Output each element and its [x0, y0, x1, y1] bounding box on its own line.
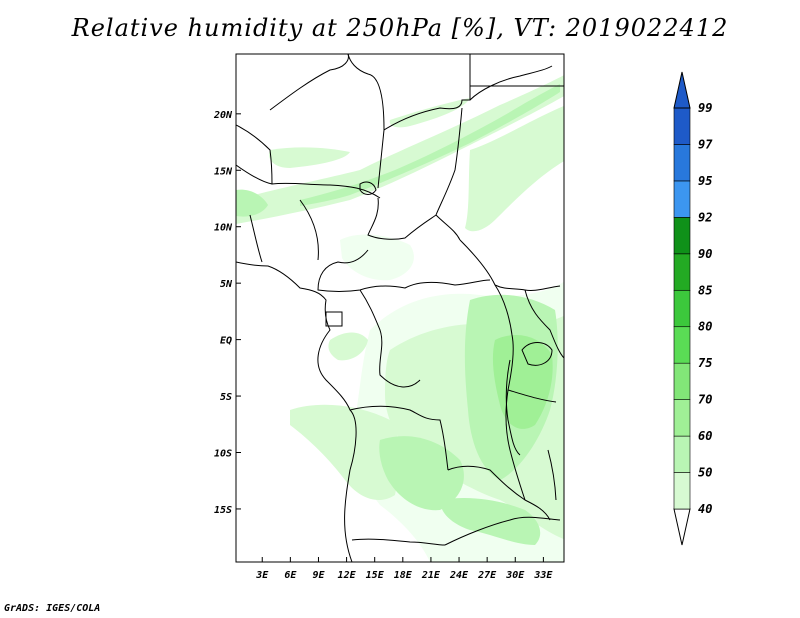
- x-tick-label: 6E: [284, 570, 297, 581]
- humidity-patch-west: [236, 189, 268, 217]
- colorbar-label: 90: [698, 247, 712, 261]
- humidity-patch-congo: [328, 332, 368, 361]
- colorbar-label: 80: [698, 320, 712, 334]
- x-tick-label: 18E: [394, 570, 413, 581]
- map-frame: [235, 53, 565, 563]
- colorbar-label: 97: [698, 137, 713, 151]
- colorbar-label: 50: [698, 466, 712, 480]
- colorbar-label: 95: [698, 174, 712, 188]
- x-tick-label: 33E: [533, 570, 553, 581]
- border-chad-east: [435, 107, 463, 241]
- colorbar-box: [673, 144, 691, 182]
- y-tick-label: 20N: [213, 110, 233, 121]
- border-chad-sudan: [383, 54, 471, 131]
- lake-tanganyika: [505, 359, 521, 456]
- border-algeria-niger: [236, 124, 273, 185]
- colorbar-max-arrow: [673, 71, 691, 109]
- border-nigeria: [299, 199, 319, 261]
- x-tick-label: 21E: [421, 570, 441, 581]
- y-tick-label: 15S: [214, 505, 232, 516]
- country-borders: [236, 54, 564, 562]
- colorbar-box: [673, 217, 691, 255]
- colorbar-box: [673, 472, 691, 510]
- colorbar-box: [673, 107, 691, 145]
- colorbar-label: 99: [698, 101, 712, 115]
- humidity-band-upper: [389, 98, 470, 128]
- colorbar-box: [673, 399, 691, 437]
- humidity-patch-cameroon: [340, 234, 414, 281]
- x-tick-label: 27E: [477, 570, 497, 581]
- y-tick-label: 10N: [214, 223, 233, 234]
- humidity-patch-northwest: [269, 147, 350, 168]
- border-angola-namibia: [351, 538, 446, 546]
- colorbar: 40 50 60 70 75 80 85 90 92 95 97 99: [673, 71, 713, 546]
- lake-chad: [359, 181, 377, 195]
- x-tick-label: 3E: [255, 570, 269, 581]
- border-north: [269, 54, 349, 111]
- humidity-band-north-inner: [300, 84, 560, 206]
- y-tick-label: 5N: [220, 279, 233, 290]
- colorbar-label: 75: [698, 356, 712, 370]
- border-zambia-south: [444, 516, 561, 546]
- colorbar-box: [673, 362, 691, 400]
- y-tick-label: EQ: [220, 336, 232, 347]
- humidity-band-northeast: [465, 105, 564, 232]
- border-drc-west: [359, 289, 421, 388]
- border-angola-drc: [349, 405, 449, 471]
- coastline-west-africa: [236, 261, 357, 562]
- humidity-region-south: [379, 436, 464, 511]
- colorbar-box: [673, 289, 691, 328]
- lake-victoria: [521, 342, 553, 366]
- border-east-africa: [524, 289, 564, 359]
- map-title: Relative humidity at 250hPa [%], VT: 201…: [71, 14, 729, 42]
- humidity-region-south-band: [440, 498, 541, 545]
- colorbar-min-arrow: [673, 508, 691, 546]
- border-libya-chad: [347, 54, 385, 189]
- y-tick-label: 5S: [220, 392, 232, 403]
- border-zambia: [447, 465, 551, 521]
- colorbar-box: [673, 435, 691, 473]
- x-tick-label: 12E: [338, 570, 357, 581]
- colorbar-box: [673, 326, 691, 364]
- colorbar-label: 92: [698, 210, 712, 224]
- y-axis: 20N 15N 10N 5N EQ 5S 10S 15S: [213, 110, 241, 516]
- border-car: [367, 197, 437, 240]
- colorbar-label: 85: [698, 283, 712, 297]
- border-niger-chad: [236, 164, 381, 199]
- border-sudan-south: [459, 239, 561, 291]
- humidity-region-east-core: [492, 335, 553, 429]
- humidity-field: [236, 75, 564, 562]
- lake-malawi: [547, 449, 557, 501]
- x-tick-label: 15E: [366, 570, 385, 581]
- border-ghana: [249, 214, 263, 263]
- colorbar-box: [673, 253, 691, 291]
- x-tick-label: 24E: [449, 570, 469, 581]
- grads-credit: GrADS: IGES/COLA: [4, 603, 101, 614]
- x-axis: 3E 6E 9E 12E 15E 18E 21E 24E 27E 30E 33E: [255, 557, 553, 581]
- border-gabon: [325, 311, 343, 327]
- nile-line: [469, 65, 553, 101]
- colorbar-label: 60: [698, 429, 712, 443]
- colorbar-box: [673, 180, 691, 218]
- border-tanzania: [507, 389, 557, 403]
- humidity-region-southwest: [290, 404, 400, 500]
- colorbar-label: 40: [698, 502, 712, 516]
- colorbar-label: 70: [698, 393, 712, 407]
- x-tick-label: 30E: [505, 570, 525, 581]
- humidity-band-north: [236, 75, 564, 224]
- y-tick-label: 10S: [214, 448, 232, 459]
- y-tick-label: 15N: [214, 166, 233, 177]
- x-tick-label: 9E: [312, 570, 325, 581]
